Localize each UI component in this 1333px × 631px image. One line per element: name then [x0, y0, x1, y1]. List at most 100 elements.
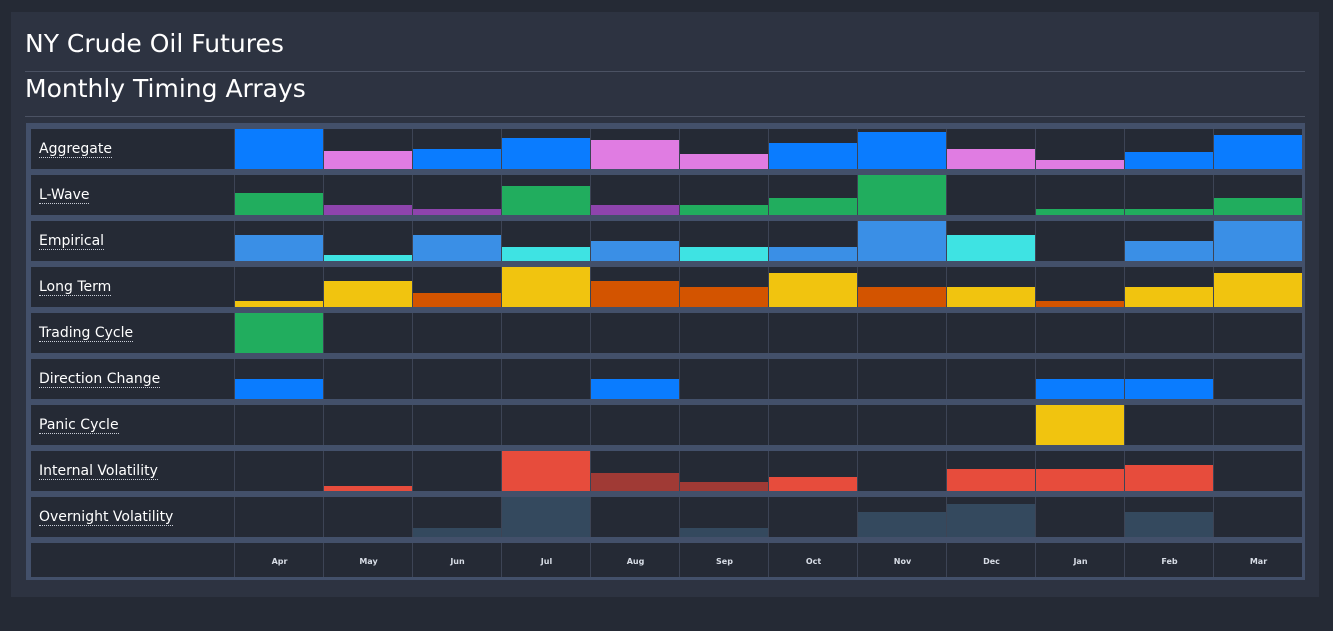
- bar-aggregate-jan: [1036, 160, 1124, 169]
- cell-long-term-oct: [768, 267, 857, 307]
- cell-internal-volatility-apr: [234, 451, 323, 491]
- cell-empirical-jan: [1035, 221, 1124, 261]
- row-label-cell: Direction Change: [31, 359, 234, 399]
- bar-direction-change-feb: [1125, 379, 1213, 399]
- bar-long-term-sep: [680, 287, 768, 307]
- cell-empirical-apr: [234, 221, 323, 261]
- cell-trading-cycle-jan: [1035, 313, 1124, 353]
- cell-direction-change-mar: [1213, 359, 1302, 399]
- month-axis-cell: Dec: [946, 543, 1035, 577]
- cell-panic-cycle-jun: [412, 405, 501, 445]
- cell-aggregate-jun: [412, 129, 501, 169]
- row-label-l-wave[interactable]: L-Wave: [39, 187, 90, 204]
- cell-internal-volatility-mar: [1213, 451, 1302, 491]
- cell-long-term-jul: [501, 267, 590, 307]
- row-label-long-term[interactable]: Long Term: [39, 279, 112, 296]
- bar-direction-change-apr: [235, 379, 323, 399]
- cell-long-term-jun: [412, 267, 501, 307]
- cell-trading-cycle-mar: [1213, 313, 1302, 353]
- bar-l-wave-jun: [413, 209, 501, 215]
- bar-empirical-mar: [1214, 221, 1302, 261]
- row-empirical: Empirical: [31, 221, 1302, 261]
- bar-l-wave-apr: [235, 193, 323, 215]
- month-axis-cell: Jul: [501, 543, 590, 577]
- cell-l-wave-dec: [946, 175, 1035, 215]
- bar-long-term-aug: [591, 281, 679, 307]
- month-axis-cell: Jun: [412, 543, 501, 577]
- cell-internal-volatility-jun: [412, 451, 501, 491]
- bar-l-wave-sep: [680, 205, 768, 215]
- month-axis-cell: Nov: [857, 543, 946, 577]
- bar-long-term-jul: [502, 267, 590, 307]
- cell-l-wave-jun: [412, 175, 501, 215]
- cell-l-wave-aug: [590, 175, 679, 215]
- bar-empirical-oct: [769, 247, 857, 261]
- month-label-apr: Apr: [271, 557, 288, 566]
- cell-empirical-aug: [590, 221, 679, 261]
- month-label-sep: Sep: [716, 557, 733, 566]
- month-label-aug: Aug: [626, 557, 645, 566]
- cell-l-wave-feb: [1124, 175, 1213, 215]
- cell-overnight-volatility-jul: [501, 497, 590, 537]
- cell-long-term-nov: [857, 267, 946, 307]
- bar-aggregate-oct: [769, 143, 857, 169]
- cell-long-term-jan: [1035, 267, 1124, 307]
- bar-long-term-apr: [235, 301, 323, 307]
- chart-subtitle: Monthly Timing Arrays: [25, 74, 306, 103]
- cell-empirical-feb: [1124, 221, 1213, 261]
- bar-long-term-oct: [769, 273, 857, 307]
- row-label-panic-cycle[interactable]: Panic Cycle: [39, 417, 119, 434]
- cell-aggregate-nov: [857, 129, 946, 169]
- bar-aggregate-sep: [680, 154, 768, 169]
- cell-overnight-volatility-dec: [946, 497, 1035, 537]
- cell-overnight-volatility-mar: [1213, 497, 1302, 537]
- cell-overnight-volatility-feb: [1124, 497, 1213, 537]
- cell-direction-change-feb: [1124, 359, 1213, 399]
- cell-panic-cycle-feb: [1124, 405, 1213, 445]
- cell-long-term-may: [323, 267, 412, 307]
- bar-internal-volatility-may: [324, 486, 412, 491]
- row-long-term: Long Term: [31, 267, 1302, 307]
- row-label-aggregate[interactable]: Aggregate: [39, 141, 112, 158]
- month-axis-cell: Sep: [679, 543, 768, 577]
- cell-direction-change-sep: [679, 359, 768, 399]
- cell-panic-cycle-mar: [1213, 405, 1302, 445]
- bar-empirical-aug: [591, 241, 679, 261]
- cell-internal-volatility-jan: [1035, 451, 1124, 491]
- cell-l-wave-oct: [768, 175, 857, 215]
- month-label-mar: Mar: [1249, 557, 1268, 566]
- cell-overnight-volatility-may: [323, 497, 412, 537]
- cell-l-wave-apr: [234, 175, 323, 215]
- cell-aggregate-jan: [1035, 129, 1124, 169]
- bar-trading-cycle-apr: [235, 313, 323, 353]
- cell-aggregate-jul: [501, 129, 590, 169]
- month-axis-cell: Aug: [590, 543, 679, 577]
- cell-direction-change-may: [323, 359, 412, 399]
- cell-trading-cycle-jun: [412, 313, 501, 353]
- cell-empirical-dec: [946, 221, 1035, 261]
- row-label-internal-volatility[interactable]: Internal Volatility: [39, 463, 158, 480]
- row-internal-volatility: Internal Volatility: [31, 451, 1302, 491]
- row-label-direction-change[interactable]: Direction Change: [39, 371, 161, 388]
- bar-l-wave-aug: [591, 205, 679, 215]
- row-label-cell: Panic Cycle: [31, 405, 234, 445]
- cell-aggregate-aug: [590, 129, 679, 169]
- cell-direction-change-aug: [590, 359, 679, 399]
- row-label-overnight-volatility[interactable]: Overnight Volatility: [39, 509, 174, 526]
- bar-aggregate-mar: [1214, 135, 1302, 169]
- row-label-trading-cycle[interactable]: Trading Cycle: [39, 325, 134, 342]
- bar-long-term-nov: [858, 287, 946, 307]
- bar-aggregate-may: [324, 151, 412, 169]
- row-label-empirical[interactable]: Empirical: [39, 233, 105, 250]
- bar-l-wave-may: [324, 205, 412, 215]
- subtitle-divider: [25, 116, 1305, 117]
- bar-long-term-jan: [1036, 301, 1124, 307]
- bar-aggregate-apr: [235, 129, 323, 169]
- bar-aggregate-dec: [947, 149, 1035, 169]
- row-label-cell: Internal Volatility: [31, 451, 234, 491]
- row-label-cell: Aggregate: [31, 129, 234, 169]
- month-label-jan: Jan: [1073, 557, 1088, 566]
- bar-empirical-apr: [235, 235, 323, 261]
- bar-direction-change-aug: [591, 379, 679, 399]
- bar-empirical-jul: [502, 247, 590, 261]
